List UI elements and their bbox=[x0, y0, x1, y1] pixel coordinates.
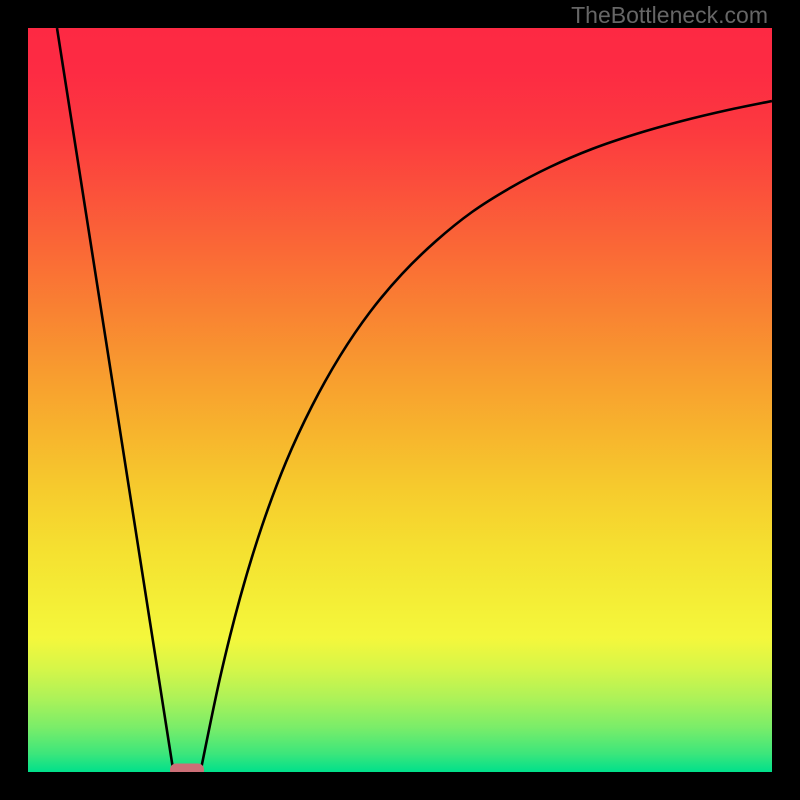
watermark-text: TheBottleneck.com bbox=[571, 2, 768, 29]
plot-area bbox=[28, 28, 772, 772]
chart-frame: TheBottleneck.com bbox=[0, 0, 800, 800]
bottleneck-marker bbox=[170, 764, 204, 773]
curves-layer bbox=[28, 28, 772, 772]
right-bottleneck-curve bbox=[201, 101, 772, 769]
left-bottleneck-line bbox=[57, 28, 173, 769]
